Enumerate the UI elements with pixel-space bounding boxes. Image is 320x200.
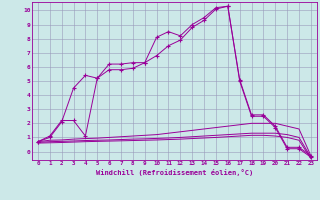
X-axis label: Windchill (Refroidissement éolien,°C): Windchill (Refroidissement éolien,°C): [96, 169, 253, 176]
